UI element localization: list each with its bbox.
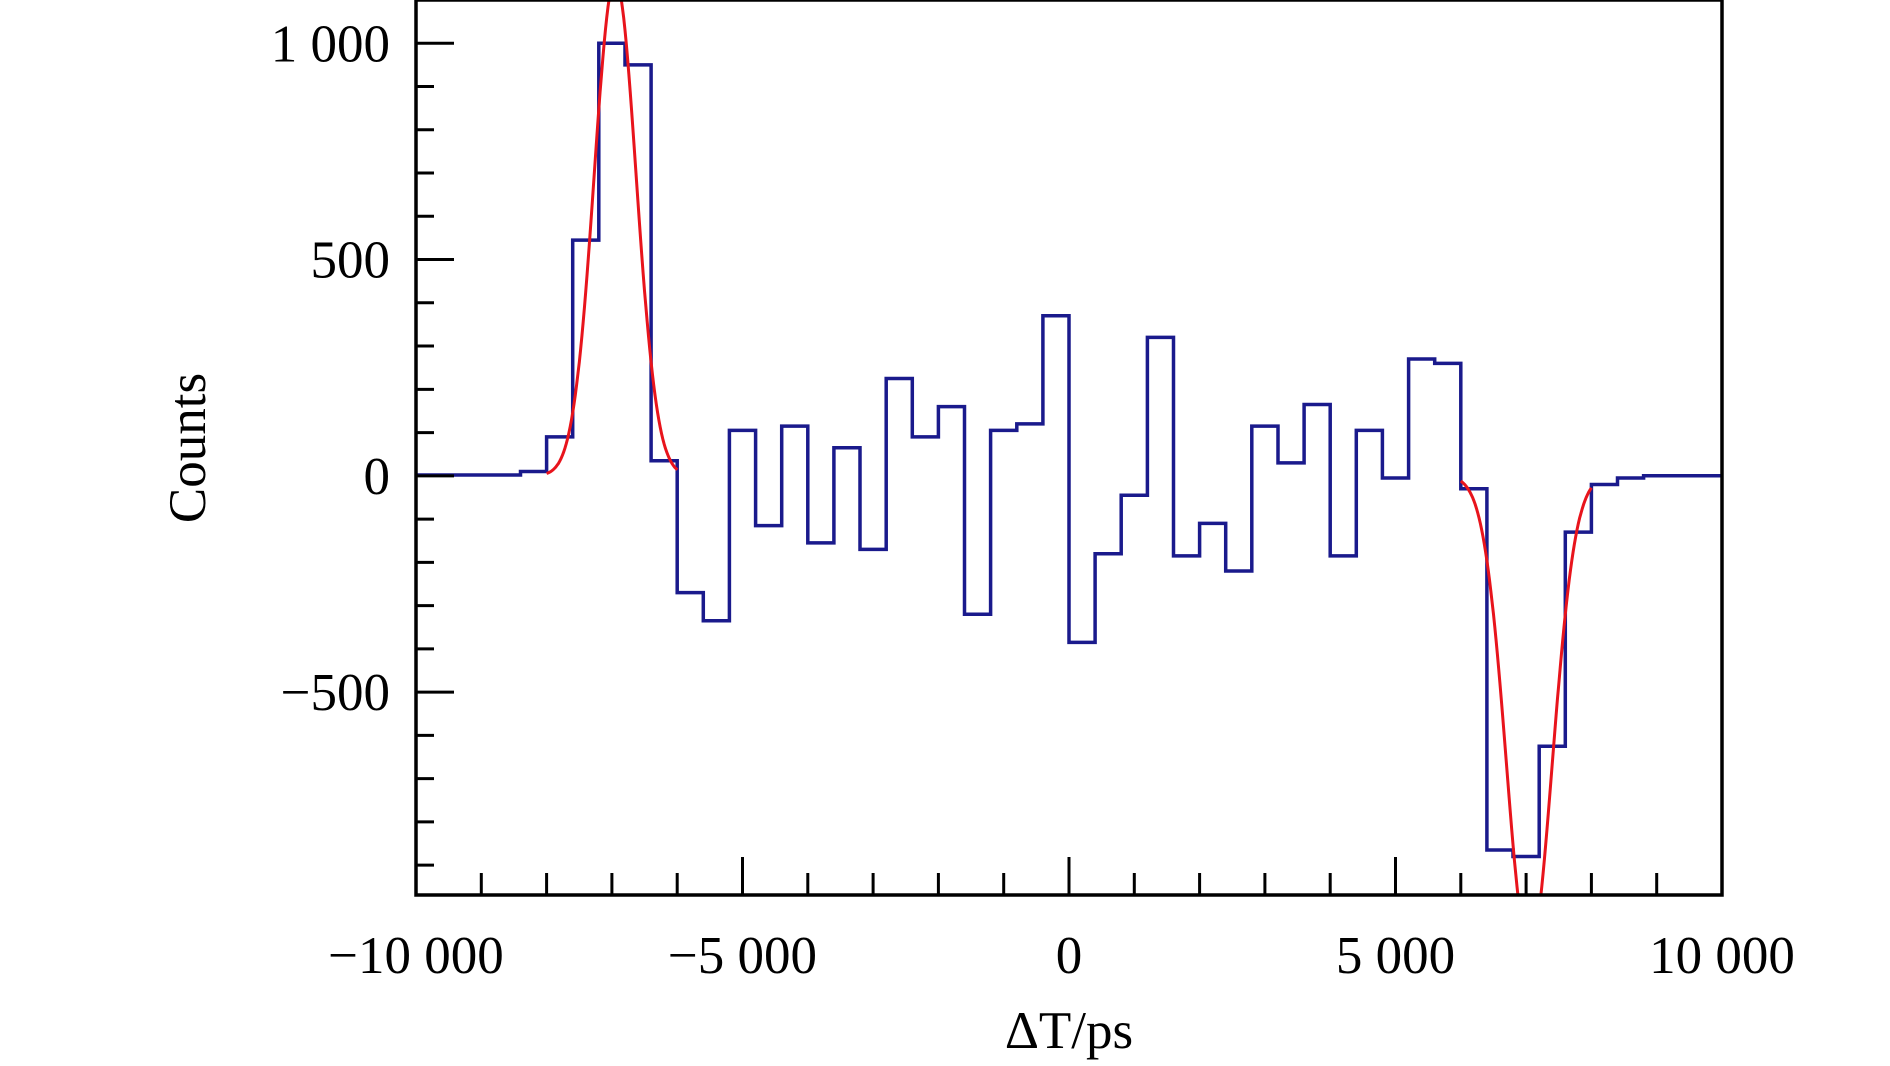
x-tick-label: 5 000 xyxy=(1336,927,1455,985)
y-tick-label: 500 xyxy=(311,232,391,290)
x-tick-label: 10 000 xyxy=(1649,927,1795,985)
gaussian-fit-dip-curve xyxy=(1459,479,1593,895)
y-axis-label: Counts xyxy=(159,373,217,523)
x-tick-label: −10 000 xyxy=(328,927,504,985)
x-tick-label: 0 xyxy=(1056,927,1083,985)
histogram-step-line xyxy=(416,41,1722,859)
y-tick-label: 1 000 xyxy=(271,15,390,73)
x-tick-label: −5 000 xyxy=(668,927,817,985)
x-axis-label: ΔT/ps xyxy=(1005,1002,1133,1060)
y-tick-label: −500 xyxy=(281,664,390,722)
gaussian-fit-peak-curve xyxy=(546,0,679,475)
y-tick-label: 0 xyxy=(364,448,391,506)
